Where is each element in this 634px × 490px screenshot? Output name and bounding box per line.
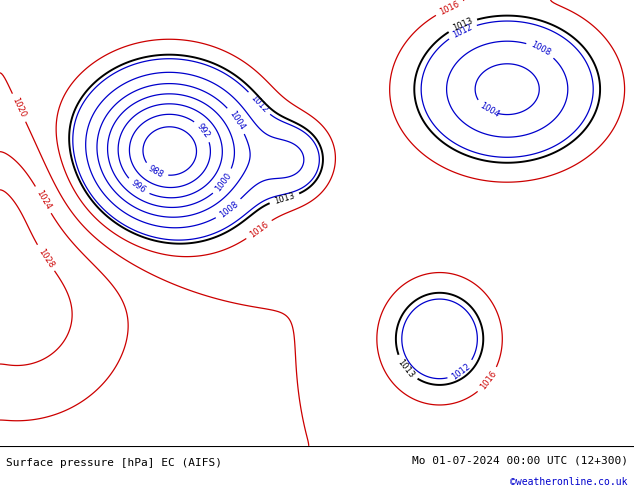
Text: 1008: 1008 <box>529 40 552 58</box>
Text: 988: 988 <box>146 164 165 179</box>
Text: ©weatheronline.co.uk: ©weatheronline.co.uk <box>510 477 628 487</box>
Text: 1028: 1028 <box>36 246 55 270</box>
Text: 996: 996 <box>129 179 147 196</box>
Text: 1016: 1016 <box>248 220 270 240</box>
Text: 1016: 1016 <box>438 0 461 17</box>
Text: 1004: 1004 <box>227 109 246 132</box>
Text: 1013: 1013 <box>451 16 474 33</box>
Text: 1000: 1000 <box>214 171 233 193</box>
Text: 1016: 1016 <box>479 369 498 392</box>
Text: Surface pressure [hPa] EC (AIFS): Surface pressure [hPa] EC (AIFS) <box>6 458 223 467</box>
Text: 1013: 1013 <box>273 191 296 206</box>
Text: 1024: 1024 <box>34 189 53 211</box>
Text: 1012: 1012 <box>450 362 472 381</box>
Text: 1013: 1013 <box>396 357 416 379</box>
Text: 1020: 1020 <box>11 96 28 119</box>
Text: 992: 992 <box>195 122 212 140</box>
Text: 1008: 1008 <box>217 199 240 219</box>
Text: 1004: 1004 <box>478 101 501 120</box>
Text: 1012: 1012 <box>451 23 474 40</box>
Text: Mo 01-07-2024 00:00 UTC (12+300): Mo 01-07-2024 00:00 UTC (12+300) <box>411 455 628 465</box>
Text: 1012: 1012 <box>249 93 269 114</box>
